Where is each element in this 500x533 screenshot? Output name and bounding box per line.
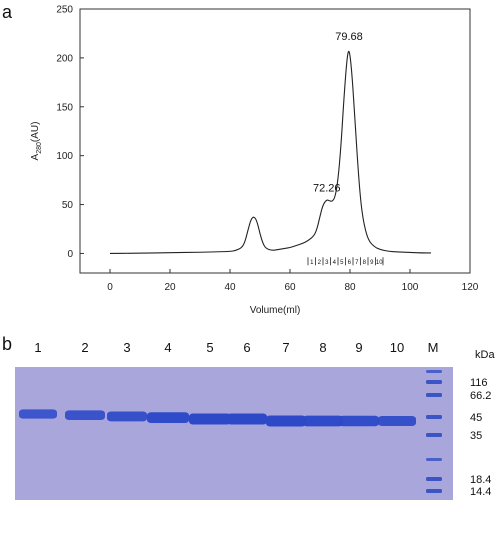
protein-band [189, 413, 231, 425]
lane-label: 6 [243, 340, 250, 355]
marker-band [426, 433, 442, 437]
lane-label: 4 [164, 340, 171, 355]
lane-label: 10 [390, 340, 404, 355]
marker-weight-label: 18.4 [470, 474, 491, 486]
fraction-label: 3 [325, 260, 329, 266]
protein-band [65, 410, 105, 421]
protein-band [107, 411, 147, 422]
x-tick-label: 100 [402, 282, 419, 293]
x-axis-label: Volume(ml) [250, 305, 301, 316]
y-tick-label: 150 [56, 102, 73, 113]
marker-weight-label: 66.2 [470, 390, 491, 402]
marker-band [426, 458, 442, 461]
lane-label: 8 [319, 340, 326, 355]
lane-label: 5 [206, 340, 213, 355]
lane-label: 9 [355, 340, 362, 355]
x-tick-label: 60 [284, 282, 296, 293]
peak-label: 72.26 [313, 183, 341, 195]
lane-label: M [428, 340, 439, 355]
x-tick-label: 40 [224, 282, 236, 293]
panel-b-label: b [2, 334, 12, 354]
lane-label: 1 [34, 340, 41, 355]
y-axis-label: A280(AU) [30, 122, 43, 161]
marker-band [426, 380, 442, 384]
marker-band [426, 477, 442, 481]
y-tick-label: 250 [56, 5, 73, 16]
protein-band [147, 412, 189, 423]
y-tick-label: 200 [56, 53, 73, 64]
lane-label: 2 [81, 340, 88, 355]
elution-trace [109, 50, 431, 254]
x-tick-label: 20 [164, 282, 176, 293]
fraction-label: 10 [376, 260, 383, 266]
marker-band [426, 489, 442, 493]
marker-band [426, 393, 442, 397]
protein-band [378, 416, 416, 426]
plot-frame [79, 8, 471, 274]
y-tick-label: 0 [67, 249, 73, 260]
protein-band [227, 413, 267, 425]
fraction-label: 4 [333, 260, 337, 266]
gel-background [15, 367, 453, 500]
marker-weight-label: 35 [470, 430, 482, 442]
fraction-label: 8 [363, 260, 367, 266]
y-tick-label: 100 [56, 151, 73, 162]
x-tick-label: 120 [462, 282, 479, 293]
panel-a-label: a [2, 2, 13, 22]
x-tick-label: 80 [344, 282, 356, 293]
peak-label: 79.68 [335, 31, 363, 43]
kda-unit-label: kDa [475, 349, 495, 361]
fraction-label: 7 [355, 260, 359, 266]
marker-band [426, 370, 442, 373]
y-tick-label: 50 [62, 200, 74, 211]
marker-band [426, 415, 442, 419]
lane-label: 7 [282, 340, 289, 355]
fraction-label: 6 [348, 260, 352, 266]
fraction-label: 5 [340, 260, 344, 266]
y-axis-label-unit: (AU) [30, 122, 41, 143]
marker-weight-label: 45 [470, 412, 482, 424]
fraction-label: 2 [318, 260, 322, 266]
y-axis-label-subscript: 280 [36, 142, 43, 154]
fraction-label: 1 [310, 260, 314, 266]
y-axis-label-main: A [30, 153, 41, 160]
protein-band [339, 415, 379, 427]
protein-band [303, 415, 343, 427]
fraction-label: 9 [370, 260, 374, 266]
marker-weight-label: 14.4 [470, 486, 491, 498]
protein-band [19, 409, 57, 419]
lane-label: 3 [123, 340, 130, 355]
protein-band [266, 415, 306, 427]
x-tick-label: 0 [107, 282, 113, 293]
marker-weight-label: 116 [470, 377, 488, 389]
